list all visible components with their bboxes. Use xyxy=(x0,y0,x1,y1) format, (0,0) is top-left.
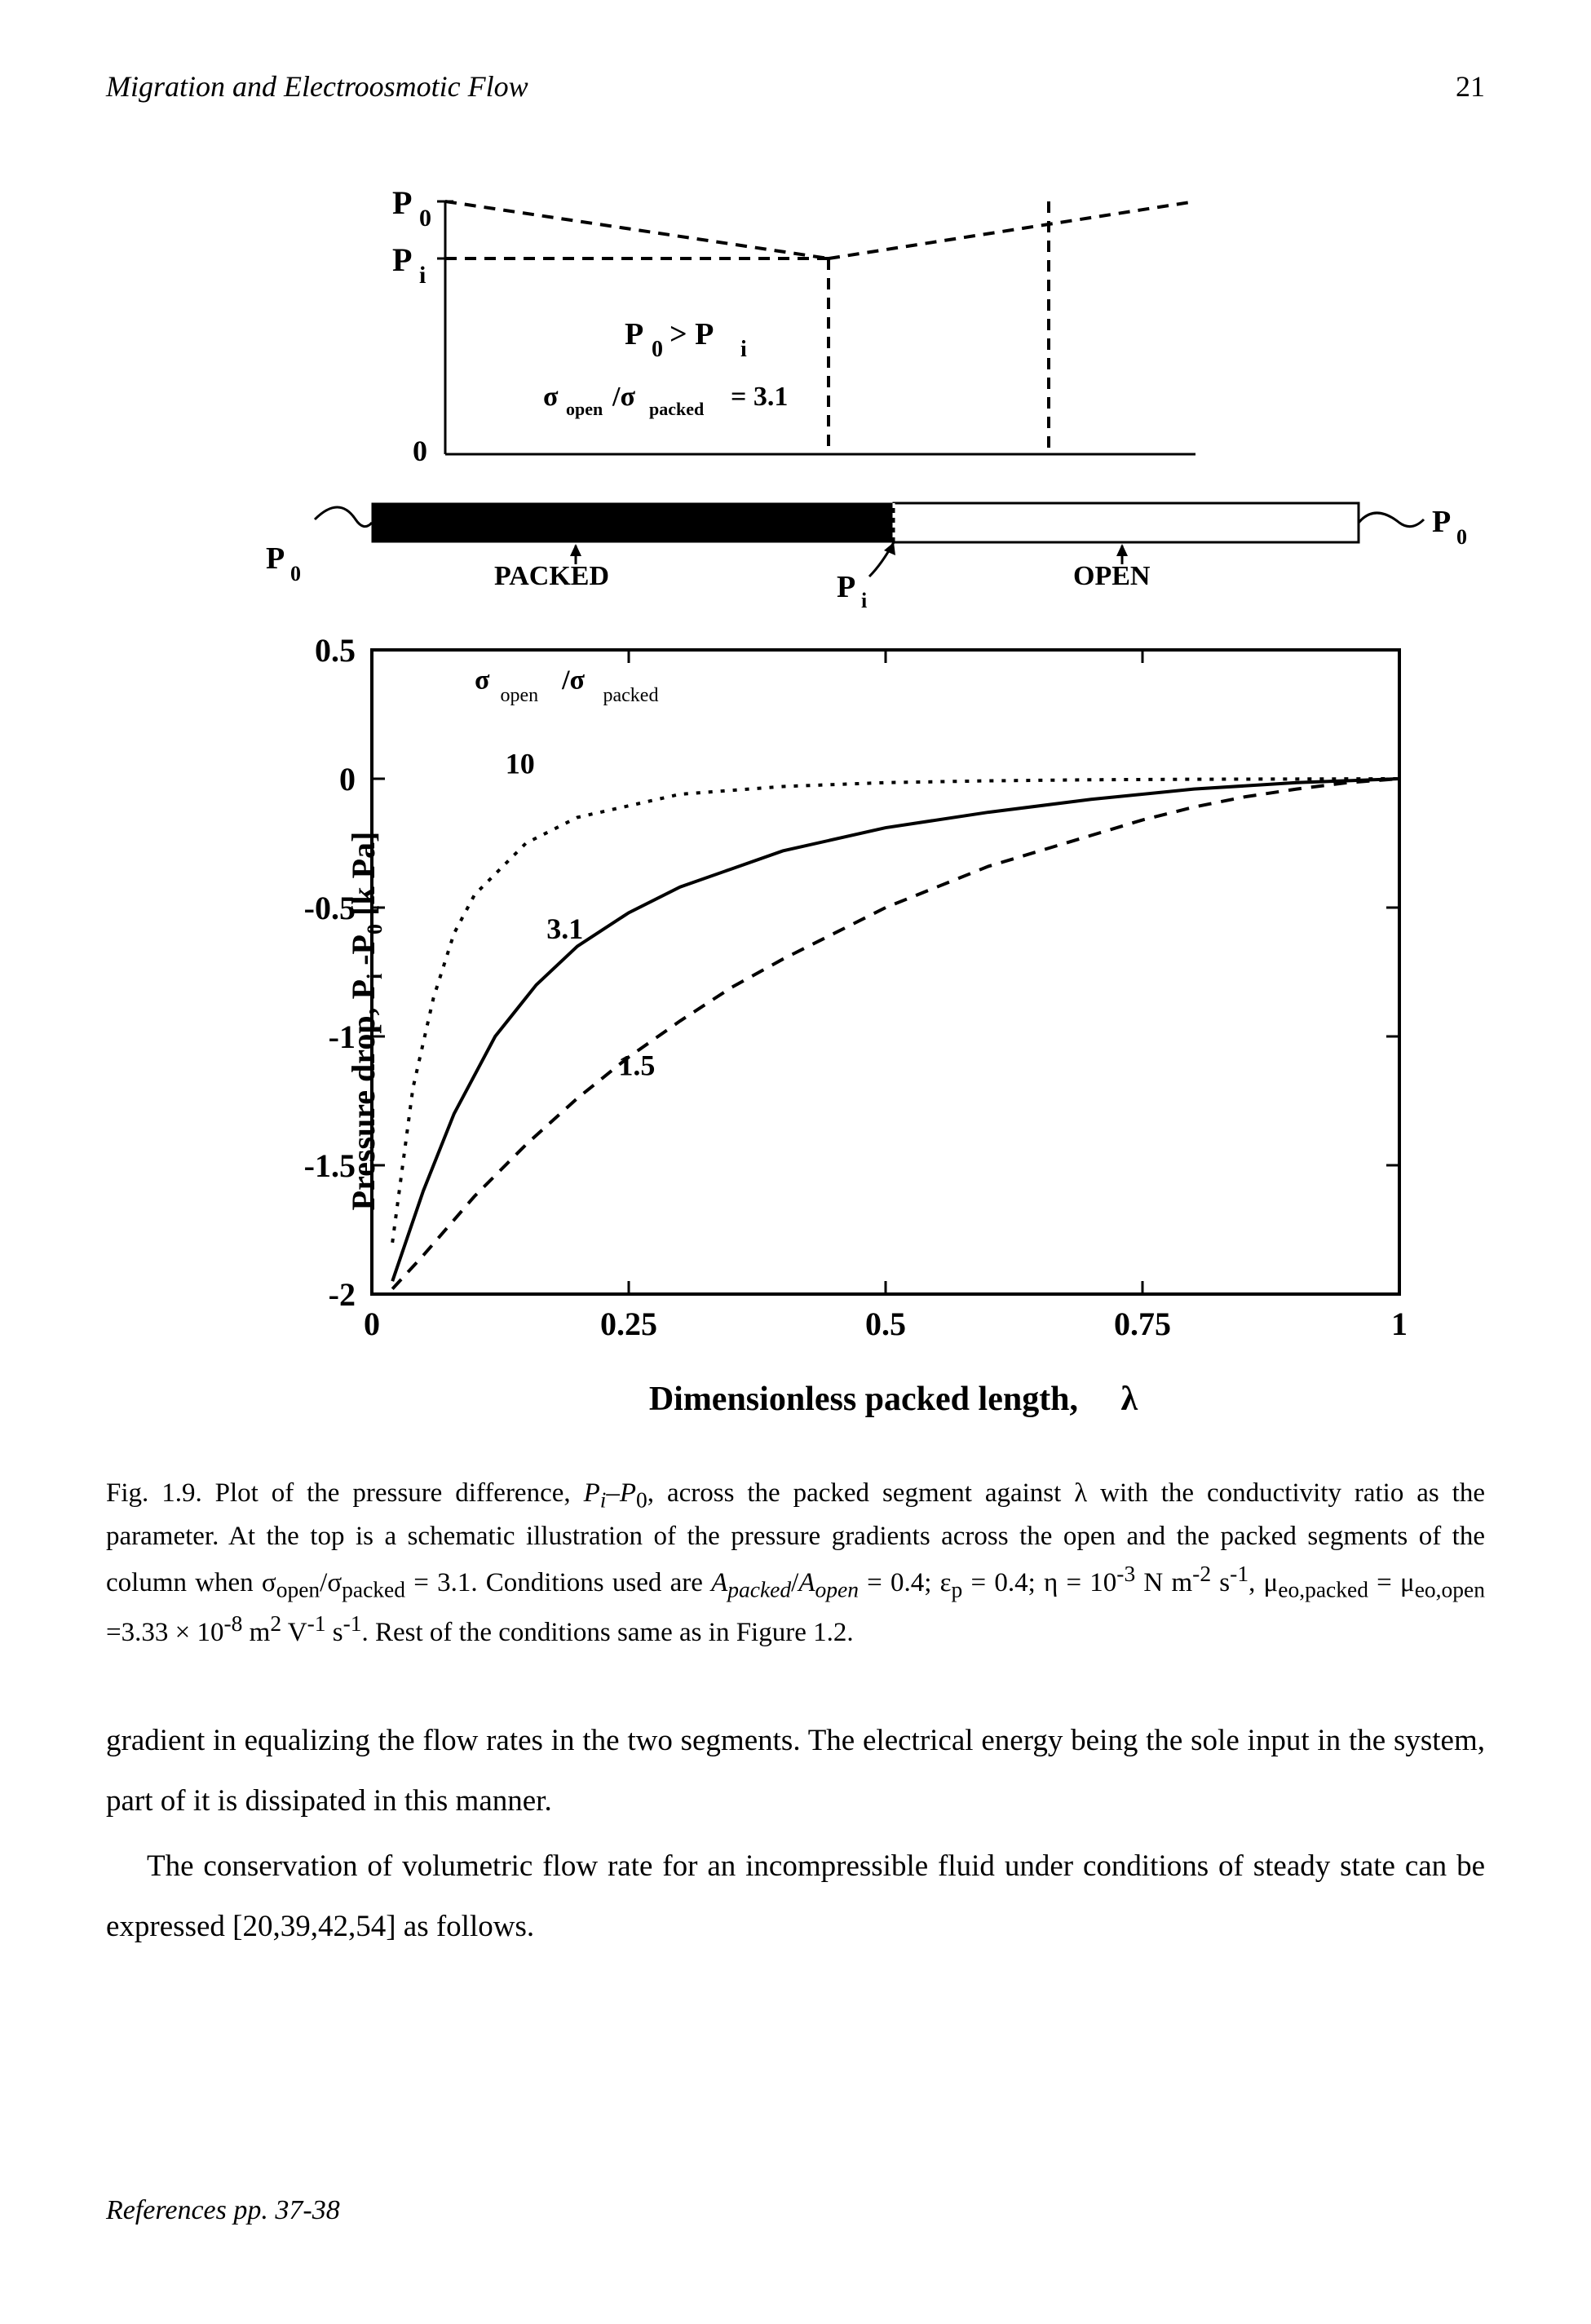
xlabel-text: Dimensionless packed length, xyxy=(649,1381,1078,1418)
chart-svg: 00.250.50.751-2-1.5-1-0.500.5σopen/σpack… xyxy=(225,625,1465,1359)
svg-text:0: 0 xyxy=(364,1306,380,1342)
y-axis-label: Pressure drop, Pi -P0 [k Pa] xyxy=(343,832,387,1211)
svg-text:-2: -2 xyxy=(328,1276,355,1313)
column-diagram: P 0 P 0 PACKED OPEN P i xyxy=(266,487,1473,609)
svg-text:packed: packed xyxy=(649,399,704,419)
svg-text:packed: packed xyxy=(603,685,658,706)
svg-text:/σ: /σ xyxy=(561,665,585,695)
svg-text:OPEN: OPEN xyxy=(1073,561,1151,591)
svg-text:10: 10 xyxy=(505,748,534,780)
svg-text:P: P xyxy=(837,570,855,604)
svg-text:1.5: 1.5 xyxy=(618,1049,655,1081)
schematic-svg: P 0 P i 0 P 0 > P i σ open /σ packed = 3… xyxy=(380,177,1326,487)
svg-text:P: P xyxy=(625,317,643,351)
svg-text:0.5: 0.5 xyxy=(865,1306,906,1342)
page-footer: References pp. 37-38 xyxy=(106,2195,340,2226)
svg-text:i: i xyxy=(740,337,747,362)
x-axis-label: Dimensionless packed length, λ xyxy=(323,1380,1465,1419)
svg-text:P: P xyxy=(392,184,412,221)
svg-text:σ: σ xyxy=(475,665,490,695)
svg-text:1: 1 xyxy=(1391,1306,1408,1342)
svg-text:0.75: 0.75 xyxy=(1114,1306,1171,1342)
paragraph-2: The conservation of volumetric flow rate… xyxy=(106,1836,1485,1957)
svg-text:0: 0 xyxy=(290,562,301,585)
svg-text:0: 0 xyxy=(339,761,356,797)
svg-text:P: P xyxy=(266,541,285,576)
figure-caption: Fig. 1.9. Plot of the pressure differenc… xyxy=(106,1473,1485,1654)
svg-text:= 3.1: = 3.1 xyxy=(731,382,788,412)
svg-text:0: 0 xyxy=(652,337,663,362)
svg-text:0: 0 xyxy=(413,435,427,467)
figure-1-9: P 0 P i 0 P 0 > P i σ open /σ packed = 3… xyxy=(184,177,1408,1416)
svg-text:P: P xyxy=(1432,505,1451,539)
page-header: Migration and Electroosmotic Flow 21 xyxy=(106,69,1485,104)
svg-text:open: open xyxy=(566,399,603,419)
page-number: 21 xyxy=(1456,69,1485,104)
svg-text:0.5: 0.5 xyxy=(315,632,356,669)
svg-text:σ: σ xyxy=(543,382,559,412)
header-title: Migration and Electroosmotic Flow xyxy=(106,69,528,104)
svg-text:P: P xyxy=(392,241,412,278)
body-text: gradient in equalizing the flow rates in… xyxy=(106,1711,1485,1957)
svg-text:0.25: 0.25 xyxy=(600,1306,657,1342)
svg-text:/σ: /σ xyxy=(612,382,635,412)
paragraph-1: gradient in equalizing the flow rates in… xyxy=(106,1711,1485,1831)
column-svg: P 0 P 0 PACKED OPEN P i xyxy=(266,487,1473,609)
svg-text:i: i xyxy=(861,589,867,609)
svg-text:0: 0 xyxy=(1456,525,1467,549)
svg-text:> P: > P xyxy=(670,317,714,351)
svg-text:i: i xyxy=(419,262,426,289)
svg-text:0: 0 xyxy=(419,205,431,232)
svg-text:open: open xyxy=(500,685,538,706)
svg-text:3.1: 3.1 xyxy=(546,912,583,945)
pressure-chart: Pressure drop, Pi -P0 [k Pa] 0 0.25 0.5 0.7… xyxy=(225,625,1465,1416)
top-schematic: P 0 P i 0 P 0 > P i σ open /σ packed = 3… xyxy=(380,177,1326,487)
xlabel-symbol: λ xyxy=(1121,1381,1138,1418)
svg-text:PACKED: PACKED xyxy=(494,561,609,591)
